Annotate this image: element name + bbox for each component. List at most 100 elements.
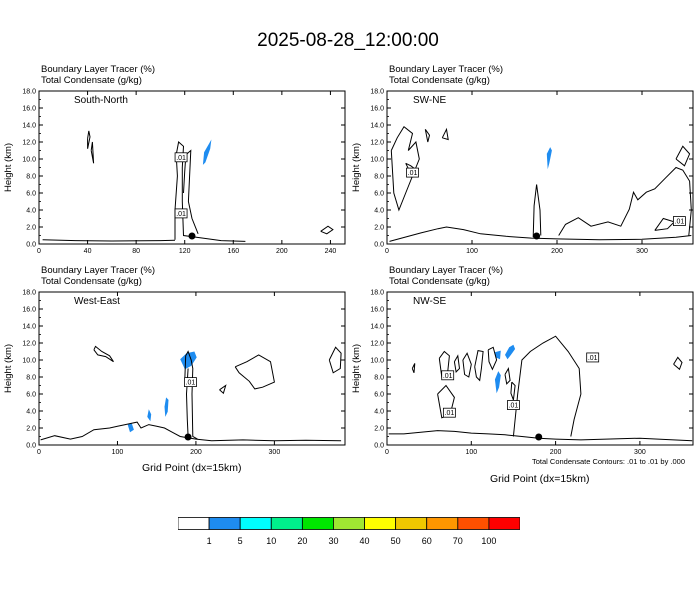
y-tick-label: 4.0 [374, 409, 384, 416]
plot-frame [38, 291, 346, 446]
condensate-contour-4 [234, 354, 275, 390]
condensate-contour-8 [675, 145, 691, 167]
colorbar-swatch-5 [333, 517, 365, 530]
condensate-contour-5 [328, 346, 342, 374]
condensate-contour-0 [40, 421, 342, 442]
panel-2-header: Boundary Layer Tracer (%) Total Condensa… [389, 64, 503, 86]
tracer-region-2 [147, 409, 152, 422]
contour-label-1: .01 [176, 211, 186, 218]
colorbar-swatch-7 [395, 517, 428, 530]
x-axis-title-right: Grid Point (dx=15km) [490, 473, 590, 485]
condensate-contour-5 [532, 184, 542, 238]
contour-label-0: .01 [408, 170, 418, 177]
condensate-contour-2 [87, 130, 91, 149]
y-tick-label: 4.0 [374, 208, 384, 215]
contour-label-box-3 [586, 352, 600, 363]
panel-direction-label: SW-NE [413, 95, 446, 106]
panel-direction-label: West-East [74, 296, 120, 307]
tracer-region-2 [494, 350, 501, 360]
location-marker [535, 433, 543, 441]
south-north-panel: .01 .01 0.0 2.0 4.0 6.0 8.0 10.0 12.0 14.0 16.0 18.… [3, 89, 346, 255]
contour-note: Total Condensate Contours: .01 to .01 by… [532, 457, 686, 466]
condensate-contour-7 [654, 217, 676, 231]
tracer-region-0 [202, 139, 212, 165]
colorbar-level-label: 5 [237, 536, 243, 546]
panel-3-header: Boundary Layer Tracer (%) Total Condensa… [41, 265, 155, 287]
panel-4-header: Boundary Layer Tracer (%) Total Condensa… [389, 265, 503, 287]
x-tick-label: 0 [385, 449, 389, 456]
tracer-region-0 [505, 344, 516, 360]
x-tick-label: 160 [227, 248, 239, 255]
condensate-contour-5 [320, 225, 334, 235]
west-east-panel: .01 0.0 2.0 4.0 6.0 8.0 10.0 12.0 14.0 16.0 18.0 0 1… [3, 290, 346, 456]
condensate-contour-11 [411, 363, 416, 373]
x-tick-label: 100 [466, 248, 478, 255]
y-tick-label: 12.0 [22, 341, 36, 348]
y-tick-label: 2.0 [374, 225, 384, 232]
colorbar-swatch-4 [301, 517, 334, 530]
condensate-contour-6 [219, 384, 227, 395]
colorbar-swatch-9 [457, 517, 490, 530]
panel-3-header-line1: Boundary Layer Tracer (%) [41, 265, 156, 276]
x-tick-label: 200 [550, 449, 562, 456]
contour-label-1: .01 [675, 219, 685, 226]
plot-frame [38, 90, 346, 245]
colorbar-swatch-0 [178, 517, 210, 530]
condensate-contour-10 [673, 356, 683, 371]
colorbar-swatch-2 [239, 517, 272, 530]
y-tick-label: 10.0 [22, 358, 36, 365]
y-tick-label: 14.0 [22, 324, 36, 331]
colorbar-level-label: 60 [421, 536, 432, 546]
condensate-contour-3 [93, 345, 114, 363]
y-tick-label: 2.0 [374, 426, 384, 433]
x-tick-label: 300 [269, 449, 281, 456]
condensate-contour-8 [504, 366, 511, 385]
condensate-contour-4 [462, 352, 472, 378]
x-tick-label: 40 [84, 248, 92, 255]
y-axis-title: Height (km) [3, 143, 14, 192]
condensate-contour-3 [90, 141, 95, 164]
y-tick-label: 0.0 [374, 443, 384, 450]
colorbar-level-label: 10 [266, 536, 277, 546]
y-tick-label: 6.0 [26, 392, 36, 399]
condensate-contour-3 [441, 127, 449, 141]
contour-label-2: .01 [509, 403, 519, 410]
x-tick-label: 200 [190, 449, 202, 456]
condensate-contour-4 [42, 239, 176, 242]
y-tick-label: 16.0 [22, 106, 36, 113]
colorbar-swatch-3 [270, 517, 303, 530]
condensate-contour-5 [474, 350, 484, 382]
colorbar-level-label: 100 [481, 536, 497, 546]
location-marker [184, 433, 192, 441]
panel-direction-label: NW-SE [413, 296, 446, 307]
y-tick-label: 10.0 [22, 157, 36, 164]
x-tick-label: 80 [132, 248, 140, 255]
x-tick-label: 120 [179, 248, 191, 255]
panel-2-header-line1: Boundary Layer Tracer (%) [389, 64, 504, 75]
colorbar-labels: 1 5 10 20 30 40 50 60 70 100 [0, 536, 696, 550]
y-tick-label: 6.0 [374, 392, 384, 399]
colorbar [178, 517, 520, 530]
y-tick-label: 14.0 [370, 324, 384, 331]
tracer-region-3 [127, 422, 134, 433]
y-tick-label: 0.0 [26, 242, 36, 249]
condensate-contour-3 [453, 354, 461, 373]
contour-label-0: .01 [186, 380, 196, 387]
colorbar-swatch-8 [426, 517, 459, 530]
colorbar-level-label: 1 [206, 536, 212, 546]
condensate-contour-1 [184, 350, 198, 440]
condensate-contour-2 [424, 129, 431, 143]
y-tick-label: 18.0 [370, 290, 384, 297]
plot-frame [386, 291, 694, 446]
contour-label-box-0 [174, 152, 188, 163]
colorbar-level-label: 40 [359, 536, 370, 546]
condensate-contour-7 [437, 384, 455, 419]
y-tick-label: 16.0 [370, 106, 384, 113]
x-tick-label: 0 [37, 449, 41, 456]
x-tick-label: 200 [551, 248, 563, 255]
y-tick-label: 0.0 [26, 443, 36, 450]
x-tick-label: 100 [112, 449, 124, 456]
y-tick-label: 12.0 [22, 140, 36, 147]
tracer-region-1 [164, 397, 169, 417]
sw-ne-panel: .01 .01 0.0 2.0 4.0 6.0 8.0 10.0 12.0 14.0 16.0 18.… [351, 89, 694, 255]
